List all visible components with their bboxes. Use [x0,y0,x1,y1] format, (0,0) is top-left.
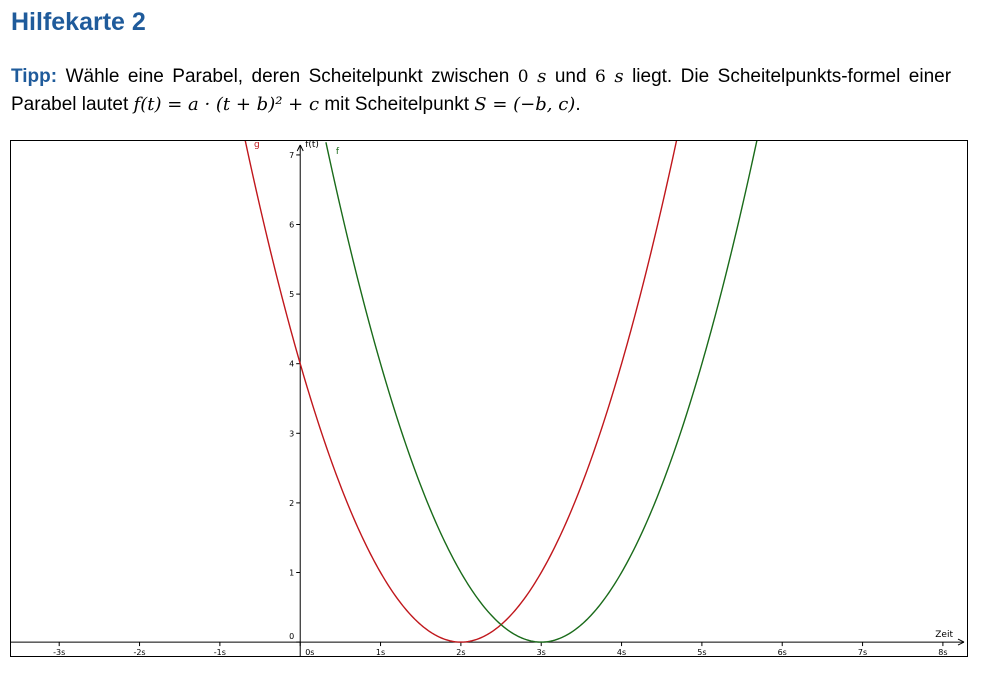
y-axis-label: f(t) [305,141,319,150]
y-tick-label-2: 2 [289,499,294,508]
tip-text-1: Wähle eine Parabel, deren Scheitelpunkt … [65,66,510,87]
tip-end: . [575,94,581,115]
tip-text-3: liegt. Die Scheitelpunkts-formel einer P… [11,66,952,115]
tip-unit-2: s [614,66,624,87]
curve-f [325,141,758,643]
series-label-f: f [336,147,340,157]
x-tick-label-8s: 8s [938,648,947,656]
x-axis-label: Zeit [935,630,953,640]
parabola-plot: -3s -2s -1s 0s 1s 2s 3s 4s 5s 6s 7s 8s 0 1 2 3 4 5 6 7 Zeit f… [11,141,965,656]
x-tick-label-2s: 2s [456,648,465,656]
series-label-g: g [254,141,260,150]
y-tick-label-4: 4 [289,360,294,369]
page-title: Hilfekarte 2 [11,8,146,36]
x-tick-label--3s: -3s [53,648,65,656]
tip-text-4: mit Scheitelpunkt [324,94,470,115]
tip-label: Tipp: [11,66,58,87]
x-tick-label-6s: 6s [778,648,787,656]
curve-g [244,141,678,643]
tip-value-1: 0 [517,67,529,87]
curves [244,141,758,643]
y-tick-label-3: 3 [289,429,294,438]
y-tick-label-7: 7 [289,151,294,160]
labels: -3s -2s -1s 0s 1s 2s 3s 4s 5s 6s 7s 8s 0 1 2 3 4 5 6 7 Zeit f… [53,141,953,656]
x-tick-label-7s: 7s [858,648,867,656]
x-tick-label-5s: 5s [697,648,706,656]
x-tick-label-3s: 3s [537,648,546,656]
tip-paragraph: Tipp: Wähle eine Parabel, deren Scheitel… [11,63,951,118]
x-tick-label-0s: 0s [305,648,314,656]
axes [11,144,965,656]
x-tick-label--1s: -1s [214,648,226,656]
y-tick-label-0: 0 [289,632,294,641]
y-tick-label-1: 1 [289,568,294,577]
x-tick-label--2s: -2s [133,648,145,656]
tip-text-2: und [554,66,587,87]
y-tick-label-6: 6 [289,221,294,230]
tip-unit-1: s [537,66,547,87]
y-axis-arrow [296,144,304,152]
tip-formula: f(t) = a · (t + b)² + c [133,94,320,115]
x-axis-arrow [957,638,965,646]
tip-value-2: 6 [595,67,606,87]
chart-panel: -3s -2s -1s 0s 1s 2s 3s 4s 5s 6s 7s 8s 0 1 2 3 4 5 6 7 Zeit f… [10,140,968,657]
tip-vertex: S = (−b, c) [474,94,576,115]
x-tick-label-4s: 4s [617,648,626,656]
x-tick-label-1s: 1s [376,648,385,656]
y-tick-label-5: 5 [289,290,294,299]
